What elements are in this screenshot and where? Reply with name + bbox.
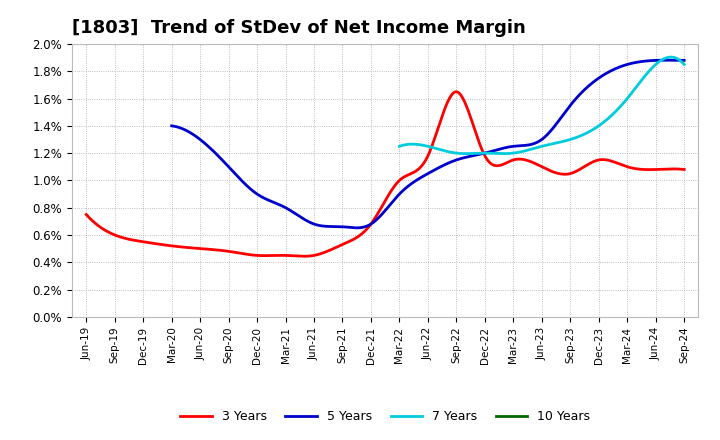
5 Years bbox=[470, 153, 479, 158]
5 Years bbox=[299, 216, 307, 221]
5 Years bbox=[352, 225, 361, 231]
7 Years bbox=[575, 134, 584, 139]
5 Years bbox=[258, 194, 266, 200]
7 Years bbox=[680, 62, 688, 67]
7 Years bbox=[489, 150, 498, 156]
7 Years bbox=[603, 117, 611, 122]
7 Years bbox=[395, 143, 404, 149]
Line: 5 Years: 5 Years bbox=[171, 60, 684, 228]
3 Years bbox=[680, 167, 688, 172]
Text: [1803]  Trend of StDev of Net Income Margin: [1803] Trend of StDev of Net Income Marg… bbox=[72, 19, 526, 37]
3 Years bbox=[436, 121, 444, 126]
3 Years bbox=[188, 246, 197, 251]
7 Years bbox=[666, 55, 675, 60]
5 Years bbox=[167, 123, 176, 128]
5 Years bbox=[510, 143, 519, 149]
Line: 3 Years: 3 Years bbox=[86, 92, 684, 256]
5 Years bbox=[400, 187, 409, 192]
7 Years bbox=[508, 150, 517, 156]
3 Years bbox=[534, 162, 543, 168]
Line: 7 Years: 7 Years bbox=[400, 57, 684, 154]
3 Years bbox=[452, 89, 461, 95]
7 Years bbox=[462, 151, 470, 156]
3 Years bbox=[300, 253, 308, 259]
3 Years bbox=[483, 158, 492, 163]
3 Years bbox=[235, 250, 244, 256]
5 Years bbox=[554, 118, 563, 124]
7 Years bbox=[429, 145, 438, 150]
7 Years bbox=[601, 118, 610, 123]
5 Years bbox=[661, 58, 670, 63]
3 Years bbox=[82, 212, 91, 217]
3 Years bbox=[354, 234, 362, 239]
5 Years bbox=[680, 58, 688, 63]
Legend: 3 Years, 5 Years, 7 Years, 10 Years: 3 Years, 5 Years, 7 Years, 10 Years bbox=[181, 411, 590, 423]
